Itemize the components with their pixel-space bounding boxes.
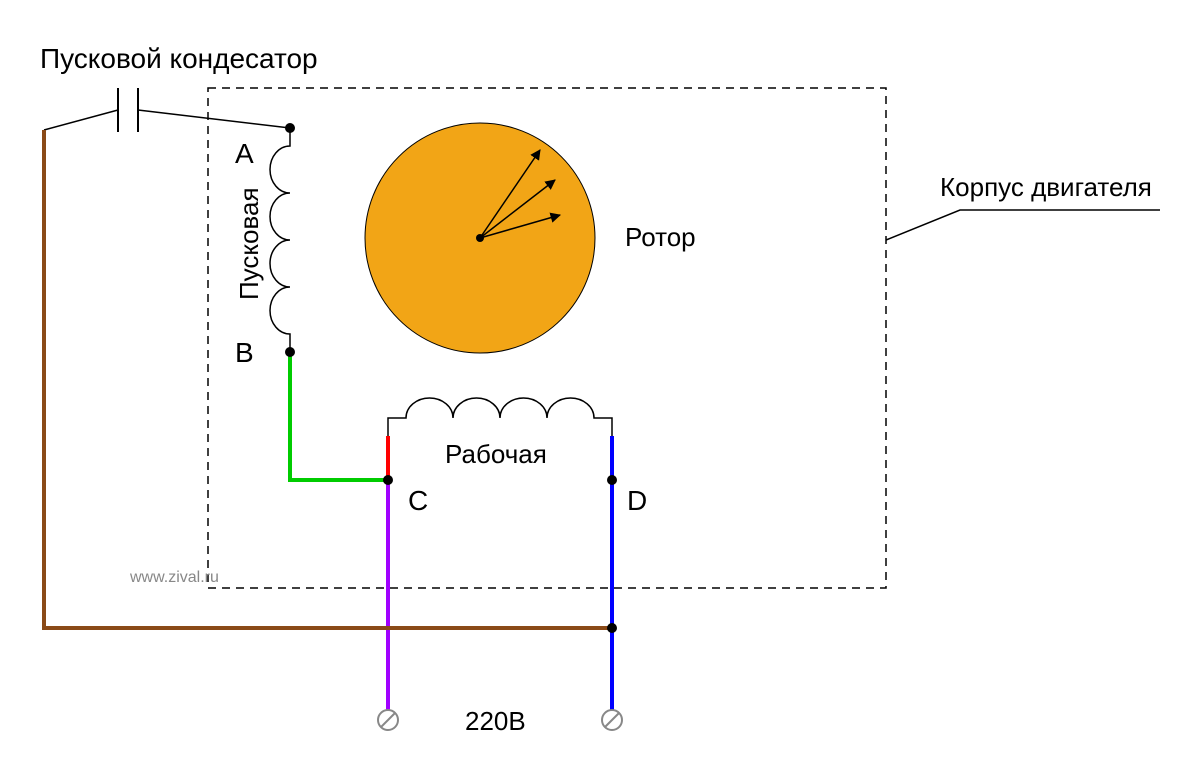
node-dot-a [285,123,295,133]
node-a-label: A [235,138,254,169]
capacitor-label: Пусковой кондесатор [40,43,318,74]
node-b-label: B [235,337,254,368]
node-dot-c [383,475,393,485]
capacitor-lead-left [44,110,118,130]
node-dot-b [285,347,295,357]
rotor-label: Ротор [625,222,696,252]
housing-label: Корпус двигателя [940,172,1152,202]
run-winding-label: Рабочая [445,439,547,469]
start-winding-coil [270,128,290,352]
housing-callout-line [886,210,1160,240]
start-winding-label: Пусковая [234,187,264,300]
voltage-label: 220В [465,706,526,736]
node-c-label: C [408,485,428,516]
node-dot-d [607,475,617,485]
wire-green-b-to-c [290,352,388,480]
node-d-label: D [627,485,647,516]
node-dot-brown-blue-junction [607,623,617,633]
watermark-text: www.zival.ru [129,569,219,586]
capacitor-lead-right [138,110,290,128]
